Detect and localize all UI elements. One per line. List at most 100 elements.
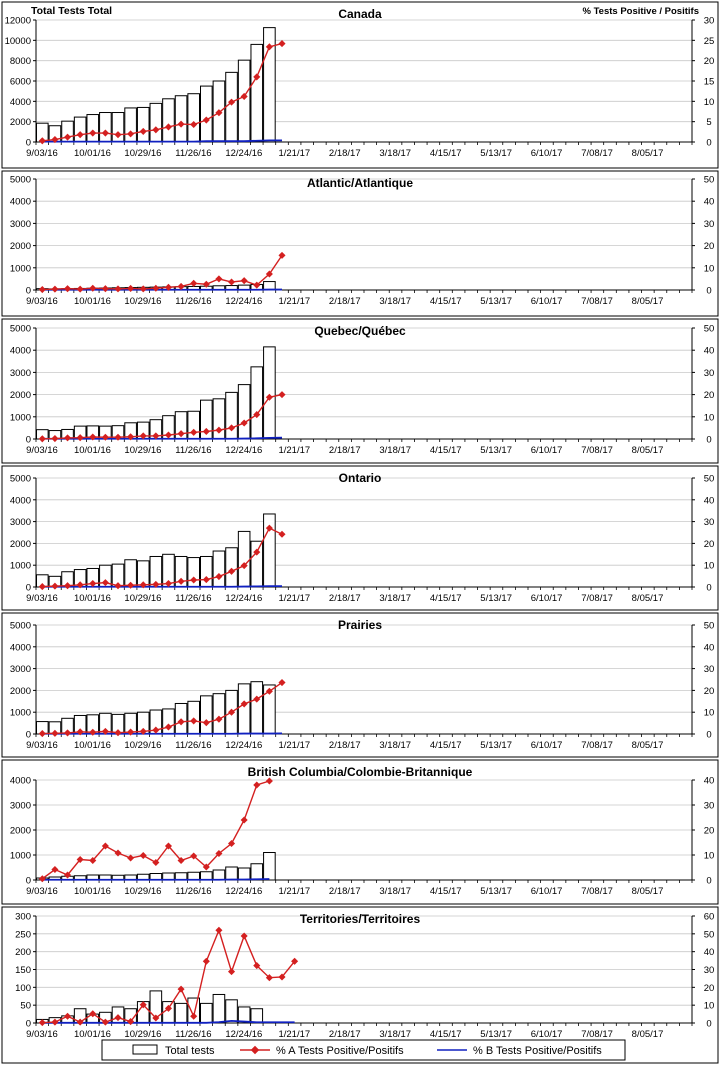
x-tick-label: 4/15/17: [430, 148, 462, 159]
right-tick-label: 40: [704, 642, 715, 653]
x-tick-label: 8/05/17: [632, 740, 664, 751]
chart-title: Canada: [338, 7, 382, 21]
x-tick-label: 9/03/16: [26, 445, 58, 456]
x-tick-label: 11/26/16: [175, 740, 211, 751]
chart-title: Quebec/Québec: [314, 324, 406, 338]
x-tick-label: 1/21/17: [278, 445, 310, 456]
x-tick-label: 11/26/16: [175, 593, 211, 604]
right-tick-label: 50: [704, 175, 715, 186]
x-tick-label: 3/18/17: [379, 148, 411, 159]
x-tick-label: 12/24/16: [225, 445, 262, 456]
bar-total-tests: [251, 682, 263, 734]
x-tick-label: 8/05/17: [632, 1029, 664, 1040]
right-tick-label: 40: [704, 197, 715, 208]
bar-total-tests: [188, 94, 200, 142]
x-tick-label: 5/13/17: [480, 148, 512, 159]
left-tick-label: 2000: [10, 826, 31, 837]
left-axis-title: Total Tests Total: [31, 5, 112, 17]
x-tick-label: 2/18/17: [329, 296, 361, 307]
x-tick-label: 1/21/17: [278, 886, 310, 897]
x-tick-label: 8/05/17: [632, 886, 664, 897]
panel-border: [2, 613, 718, 757]
x-tick-label: 6/10/17: [531, 886, 563, 897]
left-tick-label: 300: [15, 912, 31, 923]
x-tick-label: 1/21/17: [278, 1029, 310, 1040]
panel-border: [2, 2, 718, 168]
x-tick-label: 5/13/17: [480, 886, 512, 897]
x-tick-label: 11/26/16: [175, 1029, 211, 1040]
right-tick-label: 0: [706, 730, 711, 741]
right-tick-label: 30: [704, 965, 715, 976]
right-tick-label: 10: [704, 412, 715, 423]
x-tick-label: 1/21/17: [278, 740, 310, 751]
line-pct-b: [42, 879, 269, 880]
bar-total-tests: [238, 531, 250, 587]
x-tick-label: 6/10/17: [531, 740, 563, 751]
left-tick-label: 4000: [10, 97, 31, 108]
legend: Total tests % A Tests Positive/Positifs …: [102, 1040, 625, 1060]
bar-total-tests: [251, 44, 263, 142]
bar-total-tests: [213, 994, 225, 1023]
x-tick-label: 10/01/16: [74, 296, 111, 307]
x-tick-label: 10/29/16: [124, 740, 161, 751]
left-tick-label: 0: [26, 1019, 31, 1030]
x-tick-label: 12/24/16: [225, 1029, 262, 1040]
x-tick-label: 3/18/17: [379, 1029, 411, 1040]
x-tick-label: 12/24/16: [225, 296, 262, 307]
right-tick-label: 30: [704, 801, 715, 812]
x-tick-label: 6/10/17: [531, 148, 563, 159]
bar-total-tests: [175, 96, 187, 142]
bar-total-tests: [213, 870, 225, 880]
x-tick-label: 9/03/16: [26, 148, 58, 159]
x-tick-label: 5/13/17: [480, 445, 512, 456]
left-tick-label: 200: [15, 947, 31, 958]
left-tick-label: 250: [15, 929, 31, 940]
x-tick-label: 11/26/16: [175, 886, 211, 897]
x-tick-label: 12/24/16: [225, 886, 262, 897]
x-tick-label: 10/01/16: [74, 593, 111, 604]
x-tick-label: 4/15/17: [430, 445, 462, 456]
x-tick-label: 6/10/17: [531, 1029, 563, 1040]
left-tick-label: 3000: [10, 219, 31, 230]
chart-title: Prairies: [338, 618, 382, 632]
x-tick-label: 8/05/17: [632, 148, 664, 159]
x-tick-label: 5/13/17: [480, 740, 512, 751]
left-tick-label: 12000: [5, 16, 31, 27]
left-tick-label: 2000: [10, 686, 31, 697]
x-tick-label: 4/15/17: [430, 740, 462, 751]
right-tick-label: 60: [704, 912, 715, 923]
bar-total-tests: [238, 385, 250, 439]
right-tick-label: 30: [704, 368, 715, 379]
left-tick-label: 0: [26, 435, 31, 446]
right-tick-label: 20: [704, 686, 715, 697]
bar-total-tests: [137, 107, 149, 142]
x-tick-label: 3/18/17: [379, 445, 411, 456]
left-tick-label: 0: [26, 730, 31, 741]
x-tick-label: 7/08/17: [581, 148, 613, 159]
left-tick-label: 0: [26, 286, 31, 297]
left-tick-label: 8000: [10, 56, 31, 67]
left-tick-label: 3000: [10, 517, 31, 528]
x-tick-label: 11/26/16: [175, 445, 211, 456]
right-tick-label: 10: [704, 1001, 715, 1012]
x-tick-label: 10/29/16: [124, 593, 161, 604]
right-tick-label: 20: [704, 983, 715, 994]
panel-border: [2, 319, 718, 463]
left-tick-label: 1000: [10, 561, 31, 572]
right-tick-label: 20: [704, 390, 715, 401]
x-tick-label: 2/18/17: [329, 740, 361, 751]
right-tick-label: 5: [706, 117, 711, 128]
right-tick-label: 10: [704, 708, 715, 719]
x-tick-label: 7/08/17: [581, 445, 613, 456]
chart-title: Atlantic/Atlantique: [307, 176, 413, 190]
right-tick-label: 40: [704, 495, 715, 506]
left-tick-label: 2000: [10, 241, 31, 252]
bar-total-tests: [150, 103, 162, 142]
x-tick-label: 10/01/16: [74, 886, 111, 897]
bar-total-tests: [201, 1003, 213, 1023]
bar-total-tests: [251, 367, 263, 439]
x-tick-label: 5/13/17: [480, 296, 512, 307]
bar-total-tests: [238, 60, 250, 142]
x-tick-label: 9/03/16: [26, 1029, 58, 1040]
